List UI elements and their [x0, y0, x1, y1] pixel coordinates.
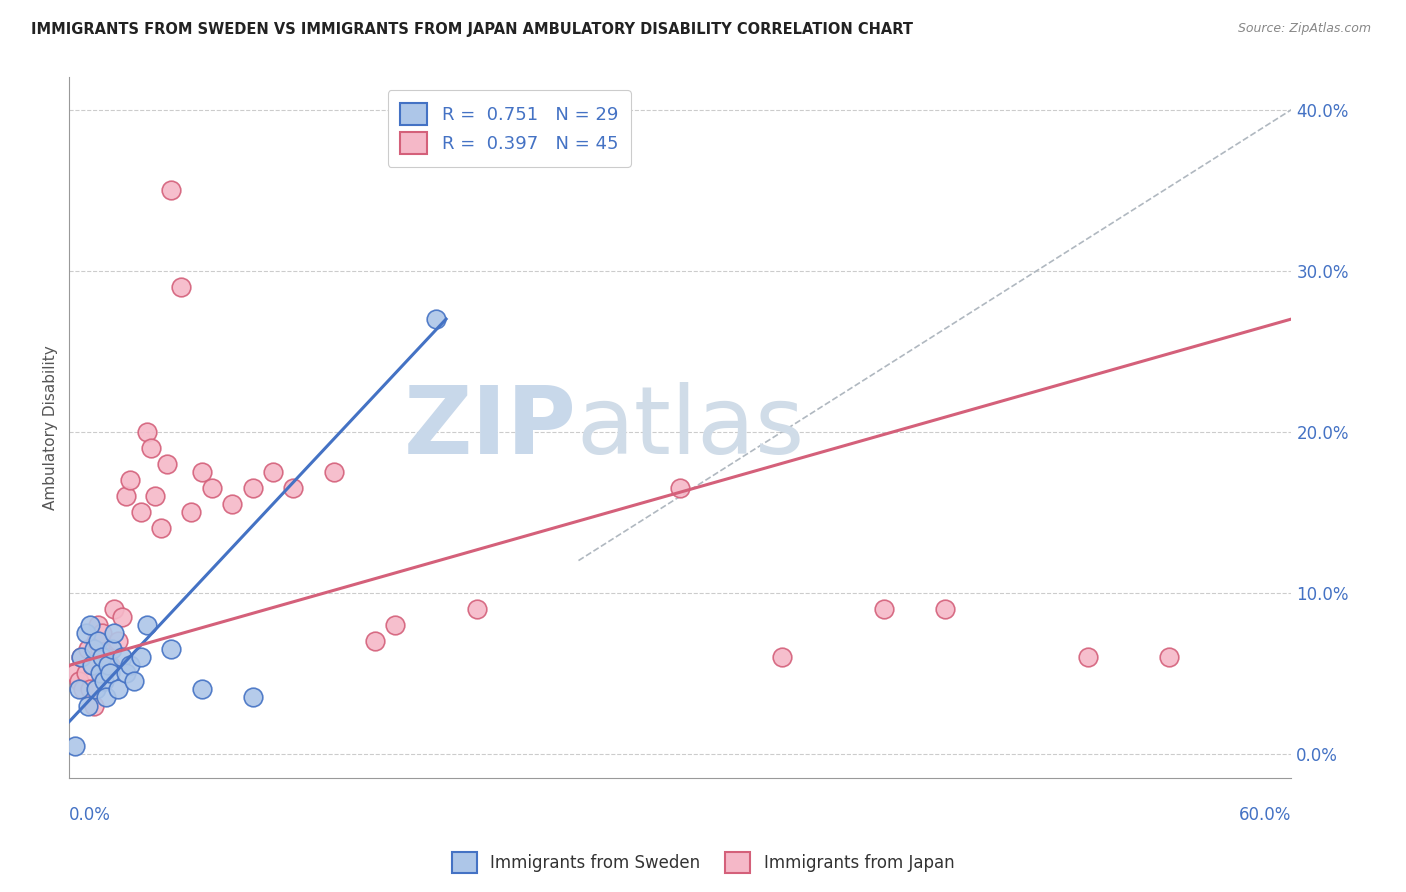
Point	[97, 658, 120, 673]
Point	[65, 666, 87, 681]
Point	[75, 666, 97, 681]
Point	[1077, 650, 1099, 665]
Point	[323, 465, 346, 479]
Point	[129, 650, 152, 665]
Point	[89, 642, 111, 657]
Text: 0.0%: 0.0%	[69, 806, 111, 824]
Point	[180, 505, 202, 519]
Point	[221, 497, 243, 511]
Point	[149, 521, 172, 535]
Point	[364, 634, 387, 648]
Point	[76, 642, 98, 657]
Point	[873, 602, 896, 616]
Point	[425, 312, 447, 326]
Point	[129, 505, 152, 519]
Text: Source: ZipAtlas.com: Source: ZipAtlas.com	[1237, 22, 1371, 36]
Point	[103, 626, 125, 640]
Point	[103, 602, 125, 616]
Point	[111, 650, 134, 665]
Point	[160, 183, 183, 197]
Point	[84, 634, 107, 648]
Point	[76, 698, 98, 713]
Point	[1159, 650, 1181, 665]
Point	[384, 618, 406, 632]
Point	[83, 642, 105, 657]
Point	[770, 650, 793, 665]
Point	[79, 618, 101, 632]
Text: ZIP: ZIP	[404, 382, 576, 474]
Point	[107, 634, 129, 648]
Point	[115, 489, 138, 503]
Point	[67, 674, 90, 689]
Point	[90, 626, 112, 640]
Legend: Immigrants from Sweden, Immigrants from Japan: Immigrants from Sweden, Immigrants from …	[446, 846, 960, 880]
Point	[98, 658, 121, 673]
Point	[139, 441, 162, 455]
Point	[70, 650, 93, 665]
Point	[87, 618, 110, 632]
Point	[87, 634, 110, 648]
Point	[143, 489, 166, 503]
Point	[160, 642, 183, 657]
Point	[83, 698, 105, 713]
Point	[190, 682, 212, 697]
Point	[111, 610, 134, 624]
Point	[72, 682, 94, 697]
Point	[65, 739, 87, 753]
Point	[242, 481, 264, 495]
Point	[283, 481, 305, 495]
Point	[465, 602, 488, 616]
Point	[101, 642, 124, 657]
Point	[115, 666, 138, 681]
Point	[75, 626, 97, 640]
Point	[90, 650, 112, 665]
Point	[124, 674, 146, 689]
Point	[170, 280, 193, 294]
Point	[80, 658, 103, 673]
Point	[89, 666, 111, 681]
Point	[79, 682, 101, 697]
Text: IMMIGRANTS FROM SWEDEN VS IMMIGRANTS FROM JAPAN AMBULATORY DISABILITY CORRELATIO: IMMIGRANTS FROM SWEDEN VS IMMIGRANTS FRO…	[31, 22, 912, 37]
Point	[156, 457, 179, 471]
Point	[135, 425, 157, 439]
Point	[135, 618, 157, 632]
Text: 60.0%: 60.0%	[1239, 806, 1292, 824]
Point	[94, 650, 117, 665]
Point	[120, 658, 142, 673]
Point	[80, 658, 103, 673]
Point	[98, 666, 121, 681]
Point	[242, 690, 264, 705]
Point	[669, 481, 692, 495]
Point	[120, 473, 142, 487]
Point	[70, 650, 93, 665]
Y-axis label: Ambulatory Disability: Ambulatory Disability	[44, 345, 58, 510]
Point	[190, 465, 212, 479]
Point	[67, 682, 90, 697]
Point	[107, 682, 129, 697]
Point	[94, 690, 117, 705]
Point	[934, 602, 956, 616]
Text: atlas: atlas	[576, 382, 804, 474]
Point	[93, 674, 115, 689]
Point	[201, 481, 224, 495]
Point	[262, 465, 284, 479]
Point	[84, 682, 107, 697]
Legend: R =  0.751   N = 29, R =  0.397   N = 45: R = 0.751 N = 29, R = 0.397 N = 45	[388, 90, 631, 167]
